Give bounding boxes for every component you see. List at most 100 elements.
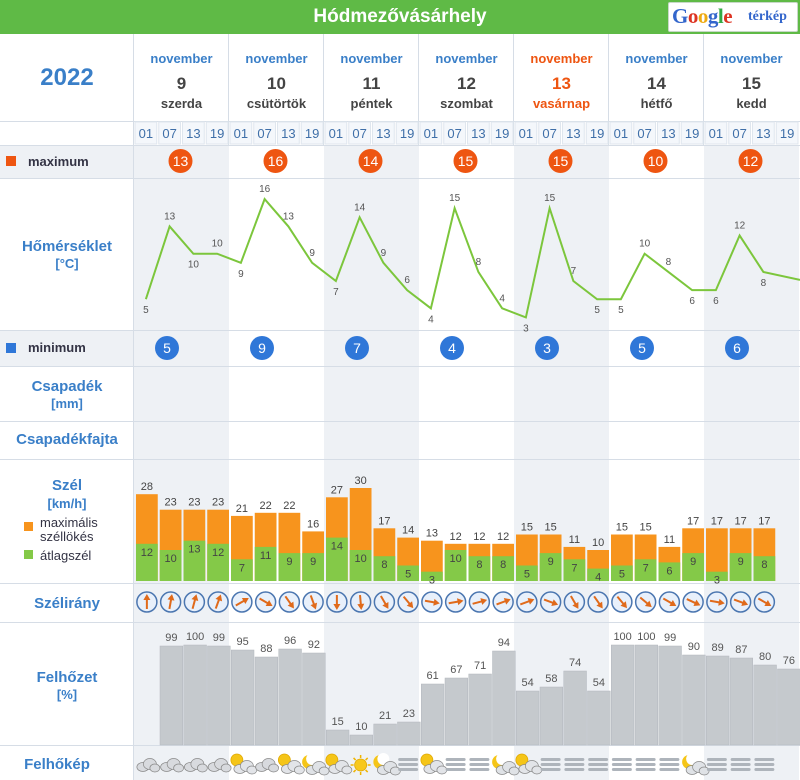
wind-dir-arrow bbox=[733, 598, 749, 606]
temperature-line bbox=[144, 197, 800, 319]
fog-band bbox=[730, 758, 751, 761]
cloud-cover-label: 94 bbox=[498, 637, 510, 649]
hour-label: 01 bbox=[424, 126, 438, 141]
min-temp-value: 4 bbox=[448, 340, 456, 356]
min-temp-badge bbox=[725, 336, 749, 360]
max-temp-value: 16 bbox=[268, 153, 284, 169]
day-shade bbox=[514, 421, 609, 459]
hour-label: 07 bbox=[637, 126, 651, 141]
partly-icon bbox=[277, 753, 305, 775]
hour-cell bbox=[205, 121, 229, 145]
partly-moon-icon bbox=[682, 753, 710, 776]
fog-band bbox=[445, 768, 466, 771]
gust-legend-swatch bbox=[24, 522, 33, 531]
arrow-head bbox=[456, 598, 464, 606]
year-label: 2022 bbox=[40, 64, 93, 91]
max-temp-badge bbox=[453, 149, 478, 173]
row-label-temperature: Hőmérséklet bbox=[22, 238, 112, 255]
wind-gust-label: 23 bbox=[165, 497, 177, 509]
fog-icon bbox=[706, 758, 727, 771]
min-temp-badge bbox=[155, 336, 179, 360]
cloud-puff bbox=[149, 763, 161, 773]
day-shade bbox=[514, 178, 609, 330]
day-weekday: hétfő bbox=[641, 96, 673, 111]
hour-cell bbox=[372, 121, 395, 145]
wind-direction-icon bbox=[421, 591, 443, 613]
cloud-cover-label: 100 bbox=[637, 631, 655, 643]
wind-direction-icon bbox=[207, 591, 229, 613]
partly-moon-icon bbox=[302, 753, 330, 776]
hour-label: 19 bbox=[400, 126, 414, 141]
fog-band bbox=[611, 763, 632, 766]
fog-band bbox=[754, 763, 775, 766]
hour-label: 13 bbox=[471, 126, 485, 141]
temperature-label: 4 bbox=[499, 293, 505, 304]
hour-cell bbox=[514, 121, 538, 145]
wind-avg-bar bbox=[753, 556, 776, 581]
fog-band bbox=[398, 763, 419, 766]
partly-moon-icon bbox=[373, 753, 401, 776]
temperature-label: 12 bbox=[734, 221, 746, 232]
arrow-head bbox=[357, 603, 365, 610]
day-number: 14 bbox=[647, 74, 666, 93]
max-temp-value: 12 bbox=[743, 153, 759, 169]
temperature-label: 5 bbox=[143, 305, 149, 316]
hour-cell bbox=[348, 121, 371, 145]
fog-band bbox=[611, 758, 632, 761]
wind-avg-bar bbox=[183, 540, 206, 581]
temperature-label: 6 bbox=[404, 275, 410, 286]
title-bar: Hódmezővásárhely Google térkép bbox=[0, 0, 800, 34]
hour-label: 01 bbox=[519, 126, 533, 141]
max-marker bbox=[6, 156, 16, 166]
cloud-cover-bar bbox=[231, 649, 255, 746]
hour-label: 07 bbox=[162, 126, 176, 141]
fog-icon bbox=[564, 758, 585, 771]
wind-avg-bar bbox=[207, 543, 229, 581]
temperature-label: 5 bbox=[594, 305, 600, 316]
fog-band bbox=[469, 763, 490, 766]
wind-dir-arrow bbox=[402, 595, 414, 609]
map-link-label: térkép bbox=[748, 9, 787, 24]
fog-band bbox=[635, 768, 656, 771]
wind-avg-label: 12 bbox=[212, 547, 224, 559]
cloud-cover-label: 95 bbox=[237, 636, 249, 648]
wind-dir-arrow bbox=[519, 598, 535, 606]
cloud-cover-label: 54 bbox=[593, 677, 605, 689]
cloud-cover-bar bbox=[254, 656, 278, 746]
cloud-puff bbox=[268, 763, 279, 773]
cloud-cover-bar bbox=[753, 664, 777, 746]
wind-direction-icon bbox=[611, 591, 633, 613]
cloud-cover-label: 76 bbox=[783, 655, 795, 667]
partly-moon-icon bbox=[492, 753, 520, 776]
hour-label: 13 bbox=[566, 126, 580, 141]
wind-avg-bar bbox=[444, 550, 467, 581]
hour-label: 13 bbox=[186, 126, 200, 141]
hour-cell bbox=[158, 121, 181, 145]
avg-legend-swatch bbox=[24, 550, 33, 559]
wind-avg-bar bbox=[468, 556, 491, 581]
wind-avg-label: 7 bbox=[643, 562, 649, 574]
hour-cell bbox=[585, 121, 609, 145]
cloud-cover-label: 23 bbox=[403, 708, 415, 720]
hour-cell bbox=[443, 121, 466, 145]
wind-dir-arrow bbox=[333, 595, 341, 610]
wind-avg-label: 8 bbox=[500, 559, 506, 571]
wind-gust-label: 27 bbox=[331, 484, 343, 496]
arrow-head bbox=[718, 598, 725, 606]
fog-band bbox=[706, 763, 727, 766]
wind-direction-icon bbox=[706, 591, 728, 613]
wind-avg-label: 12 bbox=[141, 547, 153, 559]
fog-band bbox=[730, 768, 751, 771]
cloud-cover-bar bbox=[207, 645, 231, 746]
google-map-link[interactable]: Google térkép bbox=[668, 2, 798, 32]
hour-cell bbox=[253, 121, 276, 145]
moon-cut bbox=[686, 753, 699, 765]
day-shade bbox=[324, 330, 419, 366]
cloud-cover-bar bbox=[468, 673, 492, 746]
max-temp-value: 13 bbox=[173, 153, 189, 169]
gust-legend-label: széllökés bbox=[40, 529, 94, 544]
day-month: november bbox=[245, 51, 307, 66]
arrow-head bbox=[310, 602, 318, 610]
wind-avg-label: 14 bbox=[331, 541, 343, 553]
wind-gust-label: 15 bbox=[545, 522, 557, 534]
